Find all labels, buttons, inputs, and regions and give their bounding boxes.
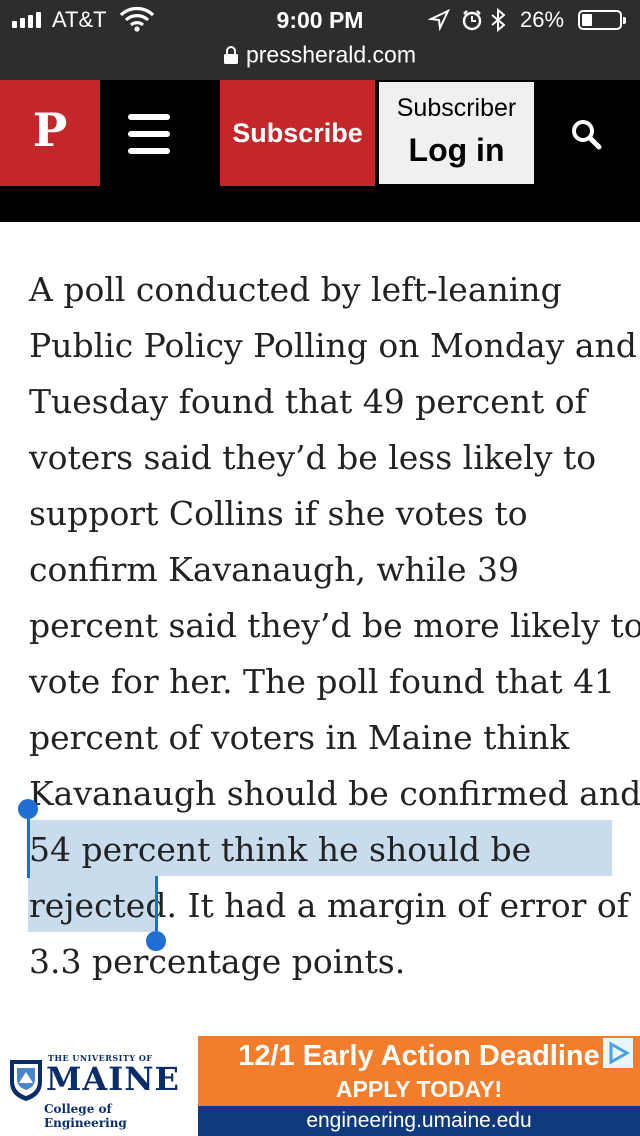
url-bar[interactable]: pressherald.com (0, 40, 640, 78)
advertisement-banner[interactable]: THE UNIVERSITY OF MAINE College of Engin… (0, 1036, 640, 1136)
site-logo[interactable]: P (0, 80, 100, 186)
search-icon[interactable] (570, 118, 604, 152)
article-line: vote for her. The poll found that 41 (29, 662, 616, 701)
logo-letter: P (32, 103, 68, 157)
article-line: percent said they’d be more likely to (29, 606, 640, 645)
hamburger-menu-icon[interactable] (128, 114, 170, 154)
carrier-name: AT&T (52, 7, 107, 32)
ad-headline: 12/1 Early Action Deadline (238, 1040, 600, 1072)
subscribe-button[interactable]: Subscribe (220, 80, 375, 186)
status-bar: AT&T 9:00 PM 26% (0, 0, 640, 40)
url-text: pressherald.com (245, 41, 417, 68)
article-line: voters said they’d be less likely to (29, 438, 597, 477)
article-line: Tuesday found that 49 percent of (29, 382, 587, 421)
ad-cta: APPLY TODAY! (335, 1076, 503, 1102)
location-arrow-icon (428, 8, 451, 32)
text-selection-highlight (28, 820, 612, 876)
article-line: rejected. It had a margin of error of (29, 878, 629, 934)
subscriber-login-button[interactable]: Subscriber Log in (379, 82, 534, 184)
alarm-clock-icon (462, 10, 482, 31)
login-label: Log in (408, 132, 505, 168)
lock-icon (223, 45, 238, 64)
umaine-logo: THE UNIVERSITY OF MAINE College of Engin… (0, 1036, 198, 1136)
selection-start-handle[interactable] (27, 812, 30, 878)
selected-text-end[interactable]: rejected (29, 886, 167, 925)
ad-message[interactable]: 12/1 Early Action Deadline APPLY TODAY! … (198, 1036, 640, 1136)
article-line: Kavanaugh should be confirmed and (29, 774, 640, 813)
status-time: 9:00 PM (276, 7, 364, 33)
selection-start-knob[interactable] (18, 799, 38, 819)
selected-text-line[interactable]: 54 percent think he should be (29, 830, 532, 869)
login-caption: Subscriber (396, 94, 517, 122)
bluetooth-icon (491, 7, 506, 33)
article-line: Public Policy Polling on Monday and (29, 326, 637, 365)
browser-top-bar: AT&T 9:00 PM 26% pressherald.com (0, 0, 640, 80)
article-line: A poll conducted by left-leaning (29, 270, 562, 309)
article-text: . It had a margin of error of (166, 886, 629, 925)
status-icons (428, 7, 506, 33)
selection-end-handle[interactable] (155, 876, 158, 934)
selection-end-knob[interactable] (146, 931, 166, 951)
article-line: percent of voters in Maine think (29, 718, 570, 757)
university-seal-icon (10, 1060, 42, 1101)
site-header: P Subscribe Subscriber Log in (0, 80, 640, 222)
university-caption: THE UNIVERSITY OF (48, 1053, 153, 1063)
text-selection-highlight (28, 876, 156, 932)
college-name: College of Engineering (44, 1102, 127, 1130)
battery-percentage: 26% (520, 7, 565, 32)
adchoices-icon[interactable] (603, 1038, 633, 1068)
wifi-icon (120, 7, 154, 32)
ad-url: engineering.umaine.edu (198, 1106, 640, 1136)
article-line: confirm Kavanaugh, while 39 (29, 550, 519, 589)
article-line: support Collins if she votes to (29, 494, 528, 533)
battery-icon (578, 10, 626, 30)
article-line: 3.3 percentage points. (29, 942, 406, 981)
university-name: MAINE (46, 1060, 180, 1098)
